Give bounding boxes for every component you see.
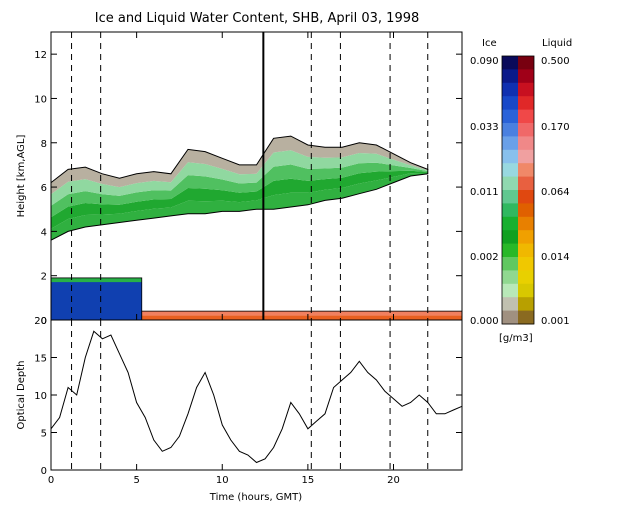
colorbar-ice-swatch (502, 109, 518, 124)
colorbar-liquid-swatch (518, 82, 534, 97)
optical-depth-tick-label: 10 (34, 391, 47, 402)
colorbar-liquid-swatch (518, 96, 534, 111)
optical-depth-axis: 0 5 10 15 20 (34, 316, 462, 477)
colorbar-ice-swatch (502, 163, 518, 178)
cloud-layers (50, 135, 463, 321)
time-tick-label: 20 (387, 475, 400, 486)
colorbar-liquid-swatch (518, 123, 534, 137)
top-panel-time-ticks (50, 32, 394, 320)
colorbar-liquid-swatch (518, 56, 534, 70)
ice-cloud-band (51, 172, 428, 241)
colorbar-ice-swatch (502, 203, 518, 218)
colorbar-frame (501, 55, 535, 325)
colorbar-ice-swatch (502, 270, 518, 285)
colorbar-ice-swatch (502, 310, 518, 325)
colorbar-ice-swatch (502, 96, 518, 111)
colorbar-liquid-label: 0.500 (541, 56, 570, 67)
colorbar-ice-label: 0.000 (470, 316, 499, 327)
colorbar-ice-label: 0.011 (470, 187, 499, 198)
colorbar-ice-swatch (502, 136, 518, 151)
colorbar-liquid-swatch (518, 149, 534, 164)
optical-depth-tick-label: 0 (41, 466, 47, 477)
height-axis-label: Height [km,AGL] (16, 135, 27, 218)
colorbar-unit: [g/m3] (499, 333, 533, 344)
colorbar-liquid-swatch (518, 163, 534, 178)
height-tick-label: 10 (34, 94, 47, 105)
colorbar-ice-swatch (502, 297, 518, 312)
liquid-cloud-segment (51, 277, 142, 320)
colorbar-liquid-swatch (518, 176, 534, 191)
ice-cloud-band (51, 170, 428, 229)
time-tick-label: 10 (216, 475, 229, 486)
colorbar-liquid-swatch (518, 270, 534, 285)
time-tick-label: 5 (133, 475, 139, 486)
colorbar-liquid-swatch (518, 310, 534, 325)
optical-depth-series-line (50, 330, 463, 464)
colorbar-ice-swatch (502, 56, 518, 70)
liquid-cloud-segment-top (51, 277, 142, 283)
colorbar-liquid-swatch (518, 297, 534, 312)
colorbar-liquid-swatch (518, 283, 534, 298)
bottom-panel-frame (50, 319, 463, 471)
colorbar-ice-label: 0.090 (470, 56, 499, 67)
colorbar-liquid-label: 0.014 (541, 252, 570, 263)
time-tick-label: 0 (48, 475, 54, 486)
time-marker-lines (71, 32, 429, 320)
optical-depth-axis-label: Optical Depth (16, 361, 27, 430)
colorbar-liquid-scale (501, 55, 535, 325)
colorbar-ice-swatch (502, 176, 518, 191)
colorbar-liquid-swatch (518, 257, 534, 271)
height-tick-label: 6 (41, 183, 47, 194)
colorbar-ice-swatch (502, 230, 518, 245)
colorbar-ice-swatch (502, 123, 518, 137)
colorbar-ice-swatch (502, 82, 518, 97)
water-content-panel: 0 2 4 6 8 10 12 Height [km,AGL] (16, 31, 463, 327)
height-tick-label: 12 (34, 50, 47, 61)
colorbar-liquid-swatch (518, 190, 534, 204)
height-tick-label: 4 (41, 227, 47, 238)
colorbar-liquid-swatch (518, 109, 534, 124)
colorbar-ice-label: 0.002 (470, 252, 499, 263)
colorbar-liquid-label: 0.170 (541, 122, 570, 133)
colorbar-liquid-label: 0.001 (541, 316, 570, 327)
height-tick-label: 2 (41, 272, 47, 283)
colorbar-liquid-swatch (518, 69, 534, 84)
colorbar-labels: 0.090 0.033 0.011 0.002 0.000 0.500 0.170 0.064… (470, 56, 570, 327)
colorbar-liquid-swatch (518, 136, 534, 151)
colorbar-liquid-swatch (518, 230, 534, 245)
colorbar-liquid-header: Liquid (542, 38, 572, 49)
time-axis: 0 5 10 15 20 (48, 464, 400, 486)
colorbar-liquid-swatch (518, 203, 534, 218)
ice-cloud-outline (50, 135, 429, 242)
colorbar-ice-swatch (502, 149, 518, 164)
liquid-cloud-segment-base (141, 315, 462, 320)
colorbar-ice-swatch (502, 283, 518, 298)
optical-depth-panel: 0 5 10 15 20 0 5 10 15 20 Optical Depth Time (ho… (16, 316, 463, 503)
colorbar-ice-header: Ice (482, 38, 497, 49)
time-axis-label: Time (hours, GMT) (209, 492, 303, 503)
optical-depth-tick-label: 5 (41, 429, 47, 440)
height-tick-label: 8 (41, 139, 47, 150)
colorbar-ice-swatch (502, 69, 518, 84)
colorbar-liquid-swatch (518, 216, 534, 231)
height-tick-label: 0 (41, 316, 47, 327)
time-tick-label: 15 (302, 475, 315, 486)
liquid-cloud-segment (141, 311, 462, 316)
colorbar-ice-swatch (502, 190, 518, 204)
colorbar-liquid-swatch (518, 243, 534, 258)
colorbar-ice-label: 0.033 (470, 122, 499, 133)
ice-cloud-band (51, 162, 428, 218)
ice-cloud-band (51, 150, 428, 206)
colorbar-ice-scale (502, 56, 518, 325)
colorbar-ice-swatch (502, 257, 518, 271)
time-marker-lines (71, 320, 429, 470)
chart-title: Ice and Liquid Water Content, SHB, April… (95, 11, 420, 26)
optical-depth-tick-label: 15 (34, 354, 47, 365)
colorbar: Ice Liquid 0.090 0.033 0.011 0.002 0.000 0.50… (470, 38, 572, 344)
colorbar-ice-swatch (502, 216, 518, 231)
colorbar-liquid-label: 0.064 (541, 187, 570, 198)
colorbar-ice-swatch (502, 243, 518, 258)
optical-depth-tick-label: 20 (34, 316, 47, 327)
